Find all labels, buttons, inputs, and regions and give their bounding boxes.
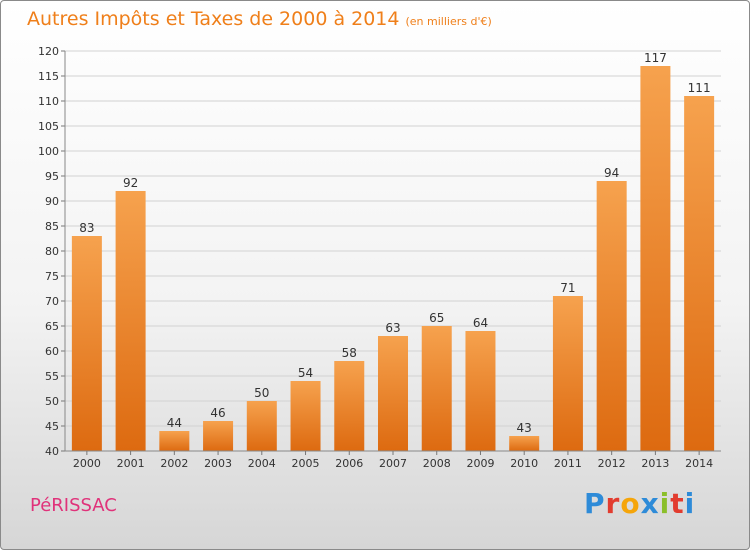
- brand-letter: i: [684, 487, 696, 520]
- bar: [421, 326, 452, 451]
- bar: [509, 436, 540, 451]
- y-tick-label: 110: [38, 95, 59, 108]
- x-tick-label: 2008: [423, 457, 451, 470]
- value-label: 64: [473, 316, 488, 330]
- x-tick-label: 2000: [73, 457, 101, 470]
- x-tick-label: 2006: [335, 457, 363, 470]
- value-label: 44: [167, 416, 182, 430]
- x-tick-label: 2005: [292, 457, 320, 470]
- brand-letter: P: [584, 487, 606, 520]
- x-tick-label: 2001: [117, 457, 145, 470]
- y-tick-label: 100: [38, 145, 59, 158]
- brand-letter: t: [670, 487, 685, 520]
- value-label: 50: [254, 386, 269, 400]
- bar: [640, 66, 671, 451]
- x-tick-label: 2007: [379, 457, 407, 470]
- bar: [596, 181, 627, 451]
- x-tick-label: 2011: [554, 457, 582, 470]
- y-axis: 40 45 50 55 60 65 70 75 80 85 90 95 100 105 110 115 120: [38, 45, 721, 458]
- y-tick-label: 90: [45, 195, 59, 208]
- x-tick-label: 2012: [598, 457, 626, 470]
- bar: [334, 361, 365, 451]
- value-labels: 83 92 44 46 50 54 58 63 65 64 43 71 94 117 111: [79, 51, 710, 435]
- value-label: 92: [123, 176, 138, 190]
- y-tick-label: 120: [38, 45, 59, 58]
- chart-subtitle: (en milliers d'€): [405, 15, 492, 28]
- brand-letter: o: [620, 487, 641, 520]
- y-tick-label: 85: [45, 220, 59, 233]
- value-label: 65: [429, 311, 444, 325]
- value-label: 71: [560, 281, 575, 295]
- y-tick-label: 95: [45, 170, 59, 183]
- bar: [246, 401, 277, 451]
- value-label: 83: [79, 221, 94, 235]
- y-tick-label: 75: [45, 270, 59, 283]
- y-tick-label: 55: [45, 370, 59, 383]
- y-tick-label: 40: [45, 445, 59, 458]
- y-tick-label: 60: [45, 345, 59, 358]
- value-label: 94: [604, 166, 619, 180]
- y-tick-label: 65: [45, 320, 59, 333]
- x-tick-label: 2003: [204, 457, 232, 470]
- y-tick-label: 70: [45, 295, 59, 308]
- x-tick-label: 2014: [685, 457, 713, 470]
- bar: [203, 421, 234, 451]
- value-label: 43: [517, 421, 532, 435]
- x-tick-label: 2010: [510, 457, 538, 470]
- value-label: 111: [688, 81, 711, 95]
- y-tick-label: 50: [45, 395, 59, 408]
- bar: [115, 191, 146, 451]
- brand-letter: x: [640, 487, 660, 520]
- value-label: 46: [210, 406, 225, 420]
- brand-letter: r: [605, 487, 621, 520]
- brand-logo: Proxiti: [584, 487, 695, 520]
- bar: [378, 336, 408, 451]
- chart-title-text: Autres Impôts et Taxes de 2000 à 2014: [27, 8, 400, 30]
- bar: [159, 431, 190, 451]
- value-label: 54: [298, 366, 313, 380]
- chart-title: Autres Impôts et Taxes de 2000 à 2014 (en…: [27, 8, 492, 30]
- value-label: 117: [644, 51, 667, 65]
- value-label: 58: [342, 346, 357, 360]
- x-tick-label: 2004: [248, 457, 276, 470]
- x-tick-label: 2002: [160, 457, 188, 470]
- x-tick-label: 2009: [466, 457, 494, 470]
- bar: [290, 381, 321, 451]
- brand-letter: i: [659, 487, 671, 520]
- bar: [552, 296, 583, 451]
- commune-name: PéRISSAC: [30, 495, 117, 516]
- value-label: 63: [385, 321, 400, 335]
- bar: [71, 236, 102, 451]
- y-tick-label: 105: [38, 120, 59, 133]
- y-tick-label: 45: [45, 420, 59, 433]
- x-axis: 2000 2001 2002 2003 2004 2005 2006 2007 2008 2009…: [73, 451, 713, 470]
- bar: [684, 96, 715, 451]
- x-tick-label: 2013: [641, 457, 669, 470]
- bars: [71, 66, 715, 451]
- y-tick-label: 80: [45, 245, 59, 258]
- bar: [465, 331, 496, 451]
- y-tick-label: 115: [38, 70, 59, 83]
